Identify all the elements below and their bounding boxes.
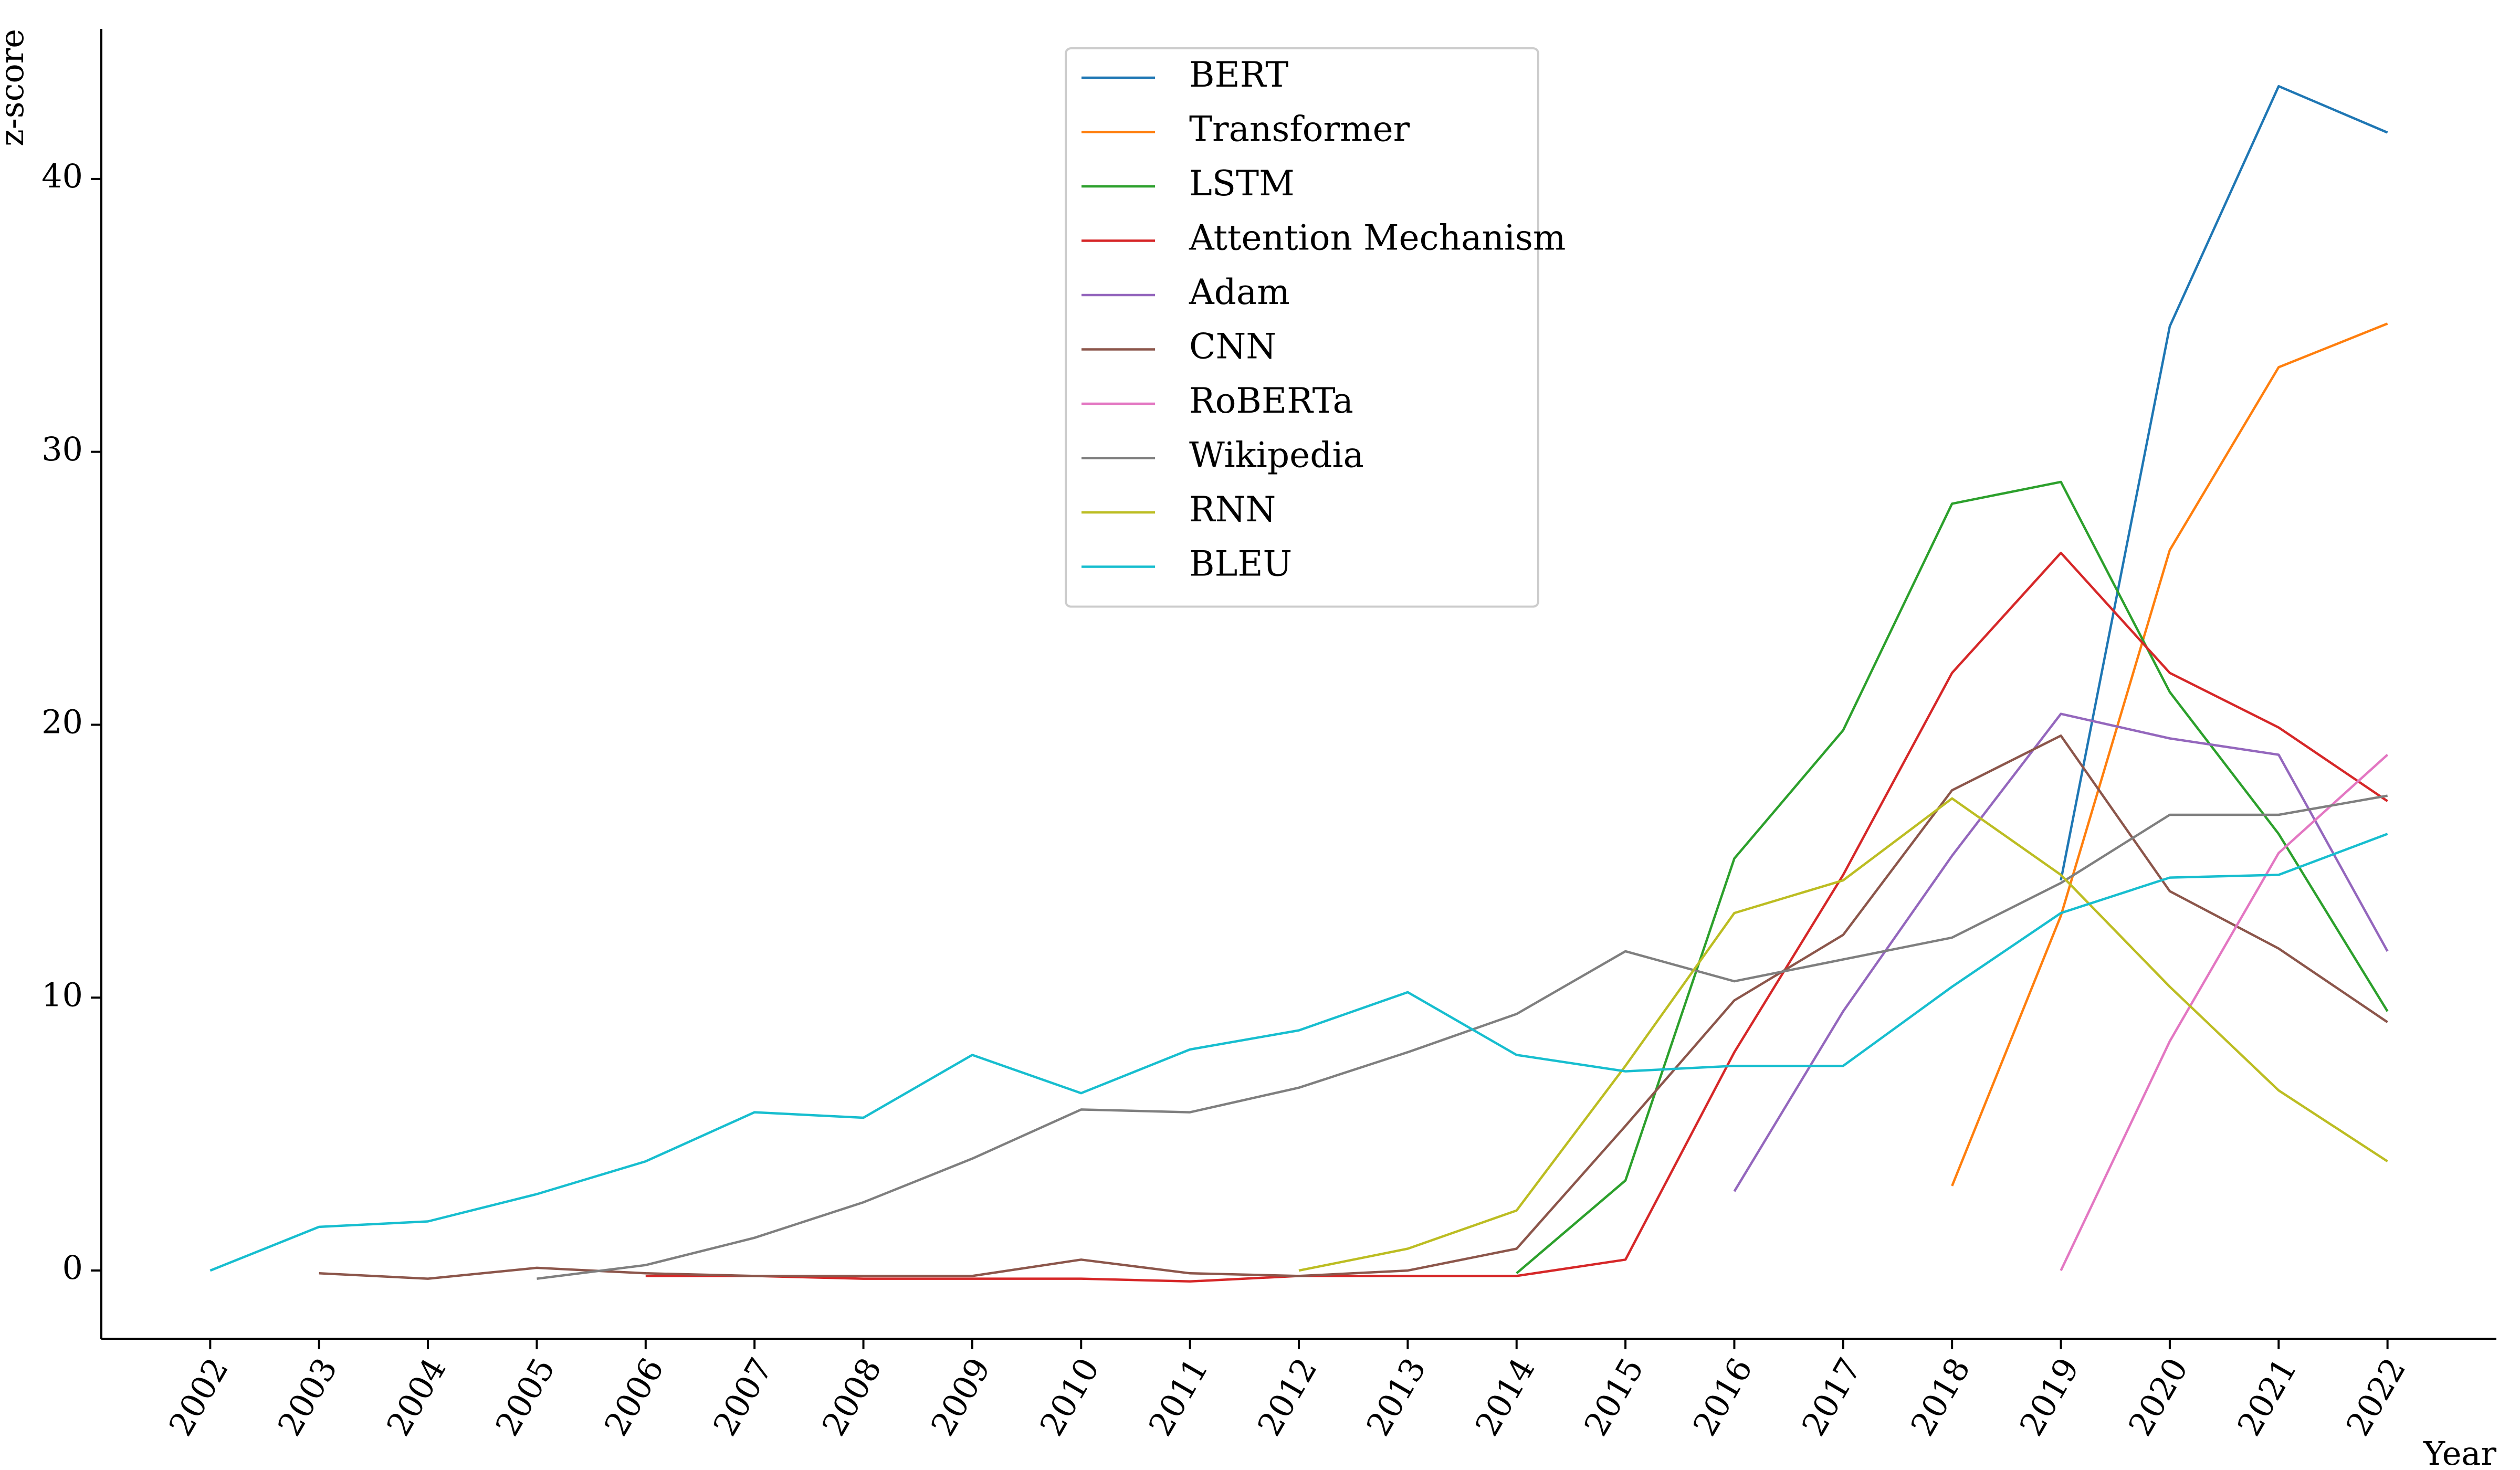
legend: BERT Transformer LSTM Attention Mechanism Ad…: [1066, 48, 1566, 607]
series-line-roberta: [2061, 755, 2388, 1271]
series-line-adam: [1735, 714, 2388, 1192]
x-axis-ticks: 2002 2003 2004 2005 2006 2007 2008 2009 2010 2011…: [161, 1339, 2413, 1442]
x-tick-label: 2002: [161, 1351, 236, 1442]
series-line-cnn: [319, 736, 2388, 1278]
legend-label-rnn: RNN: [1189, 489, 1276, 530]
series-line-bleu: [210, 834, 2387, 1270]
y-tick-label: 40: [41, 157, 83, 195]
x-tick-label: 2018: [1903, 1351, 1978, 1442]
x-tick-label: 2007: [706, 1351, 780, 1442]
series-line-transformer: [1952, 323, 2387, 1185]
x-tick-label: 2004: [379, 1351, 454, 1442]
legend-label-lstm: LSTM: [1189, 163, 1295, 204]
y-axis-ticks: 0 10 20 30 40: [41, 157, 101, 1287]
y-tick-label: 20: [41, 703, 83, 741]
series-line-wikipedia: [537, 796, 2388, 1279]
x-tick-label: 2008: [814, 1351, 889, 1442]
x-tick-label: 2013: [1359, 1351, 1433, 1442]
x-tick-label: 2014: [1468, 1351, 1542, 1442]
x-tick-label: 2006: [597, 1351, 671, 1442]
legend-label-roberta: RoBERTa: [1189, 381, 1353, 421]
y-tick-label: 0: [62, 1248, 83, 1287]
x-tick-label: 2012: [1250, 1351, 1325, 1442]
x-tick-label: 2005: [488, 1351, 562, 1442]
x-tick-label: 2009: [923, 1351, 998, 1442]
legend-label-cnn: CNN: [1189, 327, 1276, 367]
x-tick-label: 2021: [2230, 1351, 2304, 1442]
x-tick-label: 2003: [270, 1351, 345, 1442]
y-tick-label: 30: [41, 430, 83, 468]
x-tick-label: 2016: [1685, 1351, 1760, 1442]
y-tick-label: 10: [41, 975, 83, 1014]
series-line-rnn: [1299, 799, 2388, 1270]
x-tick-label: 2022: [2338, 1351, 2413, 1442]
x-tick-label: 2015: [1577, 1351, 1651, 1442]
legend-label-wikipedia: Wikipedia: [1189, 435, 1364, 476]
x-tick-label: 2010: [1032, 1351, 1107, 1442]
x-tick-label: 2017: [1794, 1351, 1869, 1442]
legend-label-bleu: BLEU: [1189, 544, 1292, 584]
legend-label-transformer: Transformer: [1189, 109, 1410, 150]
x-tick-label: 2020: [2121, 1351, 2196, 1442]
x-axis-label: Year: [2423, 1434, 2496, 1470]
x-tick-label: 2019: [2012, 1351, 2086, 1442]
series-line-lstm: [1517, 482, 2388, 1273]
series-line-attention-mechanism: [646, 553, 2388, 1282]
legend-label-adam: Adam: [1189, 272, 1290, 312]
legend-label-bert: BERT: [1189, 55, 1288, 95]
legend-label-attention-mechanism: Attention Mechanism: [1189, 218, 1566, 258]
y-axis-label: z-score: [0, 29, 31, 146]
x-tick-label: 2011: [1141, 1351, 1215, 1442]
